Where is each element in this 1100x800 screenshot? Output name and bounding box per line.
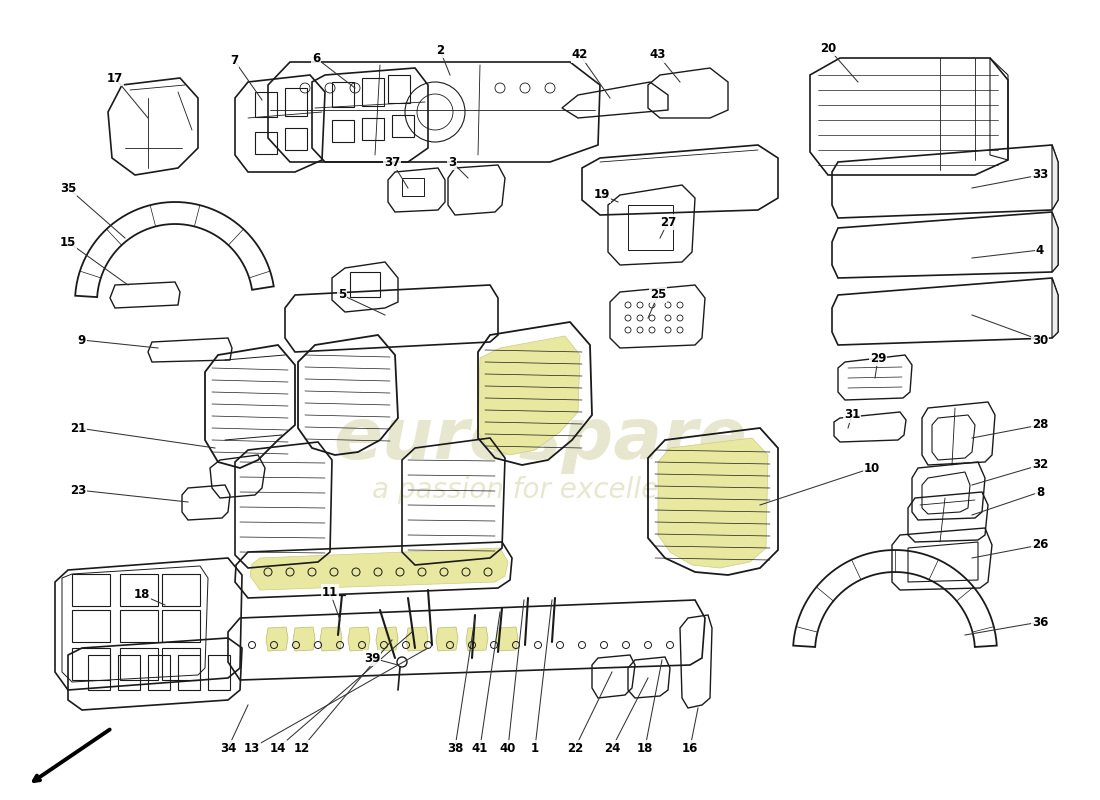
Bar (178, 655, 200, 690)
Text: 6: 6 (312, 51, 320, 65)
Polygon shape (1052, 278, 1058, 338)
Bar (350, 272, 380, 297)
Text: a passion for excellence: a passion for excellence (372, 476, 708, 504)
Text: 18: 18 (637, 742, 653, 754)
Bar (72, 610, 110, 642)
Text: 5: 5 (338, 289, 346, 302)
Polygon shape (266, 627, 288, 651)
Bar (392, 115, 414, 137)
Polygon shape (320, 627, 342, 651)
Text: 40: 40 (499, 742, 516, 754)
Bar (285, 88, 307, 116)
Text: 14: 14 (270, 742, 286, 754)
Bar (120, 610, 158, 642)
Polygon shape (1052, 212, 1058, 272)
Text: 10: 10 (864, 462, 880, 474)
Polygon shape (406, 627, 428, 651)
Text: 21: 21 (70, 422, 86, 434)
Text: 9: 9 (78, 334, 86, 346)
Bar (255, 132, 277, 154)
Text: 16: 16 (682, 742, 698, 754)
Text: 35: 35 (59, 182, 76, 194)
Text: 20: 20 (820, 42, 836, 54)
Polygon shape (348, 627, 370, 651)
Text: 30: 30 (1032, 334, 1048, 346)
Bar (362, 118, 384, 140)
Text: 8: 8 (1036, 486, 1044, 498)
Bar (162, 610, 200, 642)
Text: 34: 34 (220, 742, 236, 754)
Text: 15: 15 (59, 235, 76, 249)
Polygon shape (1052, 145, 1058, 210)
Text: 23: 23 (70, 483, 86, 497)
Polygon shape (250, 548, 508, 590)
Bar (332, 82, 354, 107)
Polygon shape (466, 627, 488, 651)
Text: 24: 24 (604, 742, 620, 754)
Text: 29: 29 (870, 351, 887, 365)
Bar (72, 574, 110, 606)
Bar (285, 128, 307, 150)
Bar (162, 574, 200, 606)
Text: 4: 4 (1036, 243, 1044, 257)
Bar (402, 178, 424, 196)
Bar (255, 92, 277, 117)
Bar (120, 574, 158, 606)
Polygon shape (293, 627, 315, 651)
Text: 17: 17 (107, 71, 123, 85)
Text: 7: 7 (230, 54, 238, 66)
Text: 1: 1 (531, 742, 539, 754)
Bar (148, 655, 170, 690)
Polygon shape (496, 627, 518, 651)
Text: 43: 43 (650, 49, 667, 62)
Text: 2: 2 (436, 43, 444, 57)
Text: 19: 19 (594, 189, 610, 202)
Text: 3: 3 (448, 155, 456, 169)
Text: 36: 36 (1032, 615, 1048, 629)
Text: 32: 32 (1032, 458, 1048, 471)
Text: 27: 27 (660, 215, 676, 229)
Polygon shape (436, 627, 458, 651)
Polygon shape (376, 627, 398, 651)
Text: 37: 37 (384, 155, 400, 169)
Bar (388, 75, 410, 103)
Bar (362, 78, 384, 106)
Polygon shape (658, 438, 768, 568)
Text: 25: 25 (650, 289, 667, 302)
Bar (628, 205, 673, 250)
Text: 28: 28 (1032, 418, 1048, 431)
Text: 41: 41 (472, 742, 488, 754)
Text: 18: 18 (134, 589, 151, 602)
Text: 42: 42 (572, 49, 588, 62)
Text: 33: 33 (1032, 169, 1048, 182)
Text: 12: 12 (294, 742, 310, 754)
Text: 13: 13 (244, 742, 260, 754)
Bar (208, 655, 230, 690)
Bar (120, 648, 158, 680)
Text: 11: 11 (322, 586, 338, 598)
Bar (332, 120, 354, 142)
Bar (72, 648, 110, 680)
Polygon shape (478, 336, 580, 455)
Text: 31: 31 (844, 409, 860, 422)
Text: 39: 39 (364, 651, 381, 665)
Bar (162, 648, 200, 680)
Text: 22: 22 (566, 742, 583, 754)
Bar (118, 655, 140, 690)
Text: 26: 26 (1032, 538, 1048, 551)
Bar (88, 655, 110, 690)
Text: eurospare: eurospare (333, 406, 747, 474)
Text: 38: 38 (447, 742, 463, 754)
